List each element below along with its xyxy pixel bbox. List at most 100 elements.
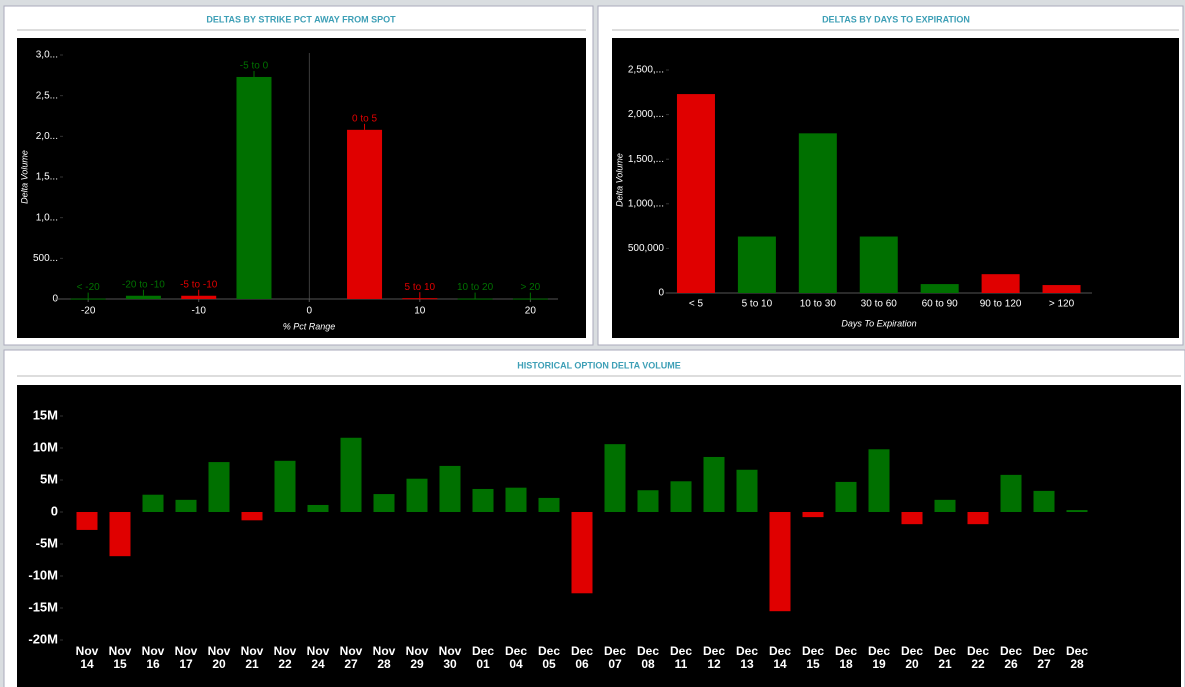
bar [457, 298, 493, 300]
y-tick-label: 0 [658, 288, 664, 299]
x-tick-label: 10 to 30 [800, 299, 837, 310]
x-tick-label-box: Nov 16 [141, 645, 165, 671]
y-tick-label: -20M [28, 631, 58, 646]
y-tick-label: 1,500,... [628, 154, 664, 165]
bar [1033, 490, 1055, 512]
bar [76, 512, 98, 530]
x-tick-label: Dec 27 [1032, 645, 1055, 671]
bar [1066, 510, 1088, 512]
x-tick-label-box: Nov 24 [307, 645, 330, 671]
x-tick-label-box: Nov 17 [174, 645, 198, 671]
y-tick-label: -10M [28, 567, 58, 582]
bar [798, 133, 837, 293]
plot-area [17, 385, 1181, 687]
bar [125, 295, 161, 299]
bar-label: > 20 [520, 282, 540, 293]
y-tick-label: 5M [40, 471, 58, 486]
x-tick-label: Dec 22 [966, 645, 989, 671]
bar [70, 298, 106, 300]
x-tick-label-box: Dec 22 [966, 645, 989, 671]
x-tick-label: Dec 05 [537, 645, 560, 671]
bar [737, 236, 776, 293]
chart-title: DELTAS BY STRIKE PCT AWAY FROM SPOT [206, 14, 396, 24]
x-tick-label-box: Dec 27 [1032, 645, 1055, 671]
x-tick-label: Nov 16 [141, 645, 165, 671]
y-tick-label: 2,5... [36, 90, 58, 101]
x-tick-label: Dec 19 [867, 645, 890, 671]
chart-title: DELTAS BY DAYS TO EXPIRATION [822, 14, 970, 24]
bar [934, 499, 956, 512]
bar-label: 0 to 5 [352, 113, 377, 124]
x-tick-label-box: Nov 22 [273, 645, 297, 671]
bar [859, 236, 898, 293]
x-tick-label: < 5 [689, 299, 704, 310]
y-tick-label: 2,0... [36, 131, 58, 142]
x-tick-label-box: Dec 14 [768, 645, 791, 671]
bar-label: -20 to -10 [122, 279, 165, 290]
x-axis-title: Days To Expiration [841, 318, 916, 328]
x-tick-label: Nov 14 [75, 645, 99, 671]
x-tick-label: 0 [306, 306, 312, 317]
x-tick-label-box: Nov 21 [240, 645, 264, 671]
x-tick-label: Dec 20 [900, 645, 923, 671]
x-tick-label-box: Nov 30 [439, 645, 462, 671]
y-tick-label: 2,500,... [628, 65, 664, 76]
x-tick-label: Dec 01 [471, 645, 494, 671]
x-tick-label: 30 to 60 [861, 299, 898, 310]
bar [538, 497, 560, 512]
x-tick-label: Nov 21 [240, 645, 264, 671]
x-tick-label: Dec 12 [702, 645, 725, 671]
bar [439, 465, 461, 512]
x-tick-label: Dec 04 [504, 645, 527, 671]
bar-label: < -20 [77, 282, 101, 293]
x-tick-label: 10 [414, 306, 426, 317]
x-tick-label-box: Nov 14 [75, 645, 99, 671]
x-tick-label: Dec 18 [834, 645, 857, 671]
bar [571, 512, 593, 594]
bar [347, 129, 383, 299]
x-tick-label-box: Dec 28 [1065, 645, 1088, 671]
y-axis-title: Delta Volume [614, 153, 624, 207]
x-tick-label: Dec 14 [768, 645, 791, 671]
y-tick-label: 1,000,... [628, 198, 664, 209]
bar [373, 494, 395, 512]
x-tick-label-box: Dec 01 [471, 645, 494, 671]
x-tick-label: Dec 28 [1065, 645, 1088, 671]
y-tick-label: 500... [33, 253, 58, 264]
x-tick-label-box: Nov 27 [339, 645, 363, 671]
bar-label: -5 to -10 [180, 279, 218, 290]
bar [604, 444, 626, 512]
x-tick-label: Nov 17 [174, 645, 198, 671]
bar [736, 469, 758, 512]
x-tick-label-box: Dec 26 [1000, 645, 1022, 671]
y-tick-label: 10M [33, 439, 58, 454]
x-tick-label: 20 [525, 306, 537, 317]
x-tick-label: > 120 [1049, 299, 1075, 310]
bar [512, 298, 548, 300]
x-tick-label: Dec 06 [570, 645, 593, 671]
y-tick-label: 500,000 [628, 243, 665, 254]
bar [920, 284, 959, 293]
bar [406, 478, 428, 512]
x-tick-label: Dec 07 [603, 645, 626, 671]
bar [1000, 474, 1022, 512]
bar [835, 481, 857, 512]
bar [1042, 285, 1081, 293]
x-tick-label: 60 to 90 [922, 299, 959, 310]
x-tick-label: Nov 22 [273, 645, 297, 671]
bar [703, 456, 725, 512]
bar [967, 512, 989, 525]
x-tick-label-box: Dec 08 [637, 645, 659, 671]
x-tick-label: Nov 27 [339, 645, 363, 671]
x-tick-label-box: Dec 06 [570, 645, 593, 671]
y-tick-label: 2,000,... [628, 109, 664, 120]
y-tick-label: -5M [36, 535, 58, 550]
x-tick-label-box: Dec 13 [736, 645, 758, 671]
bar [208, 462, 230, 512]
bar [670, 481, 692, 512]
x-tick-label: Dec 21 [933, 645, 956, 671]
x-tick-label-box: Dec 18 [834, 645, 857, 671]
x-tick-label-box: Nov 29 [406, 645, 429, 671]
bar [181, 295, 217, 299]
